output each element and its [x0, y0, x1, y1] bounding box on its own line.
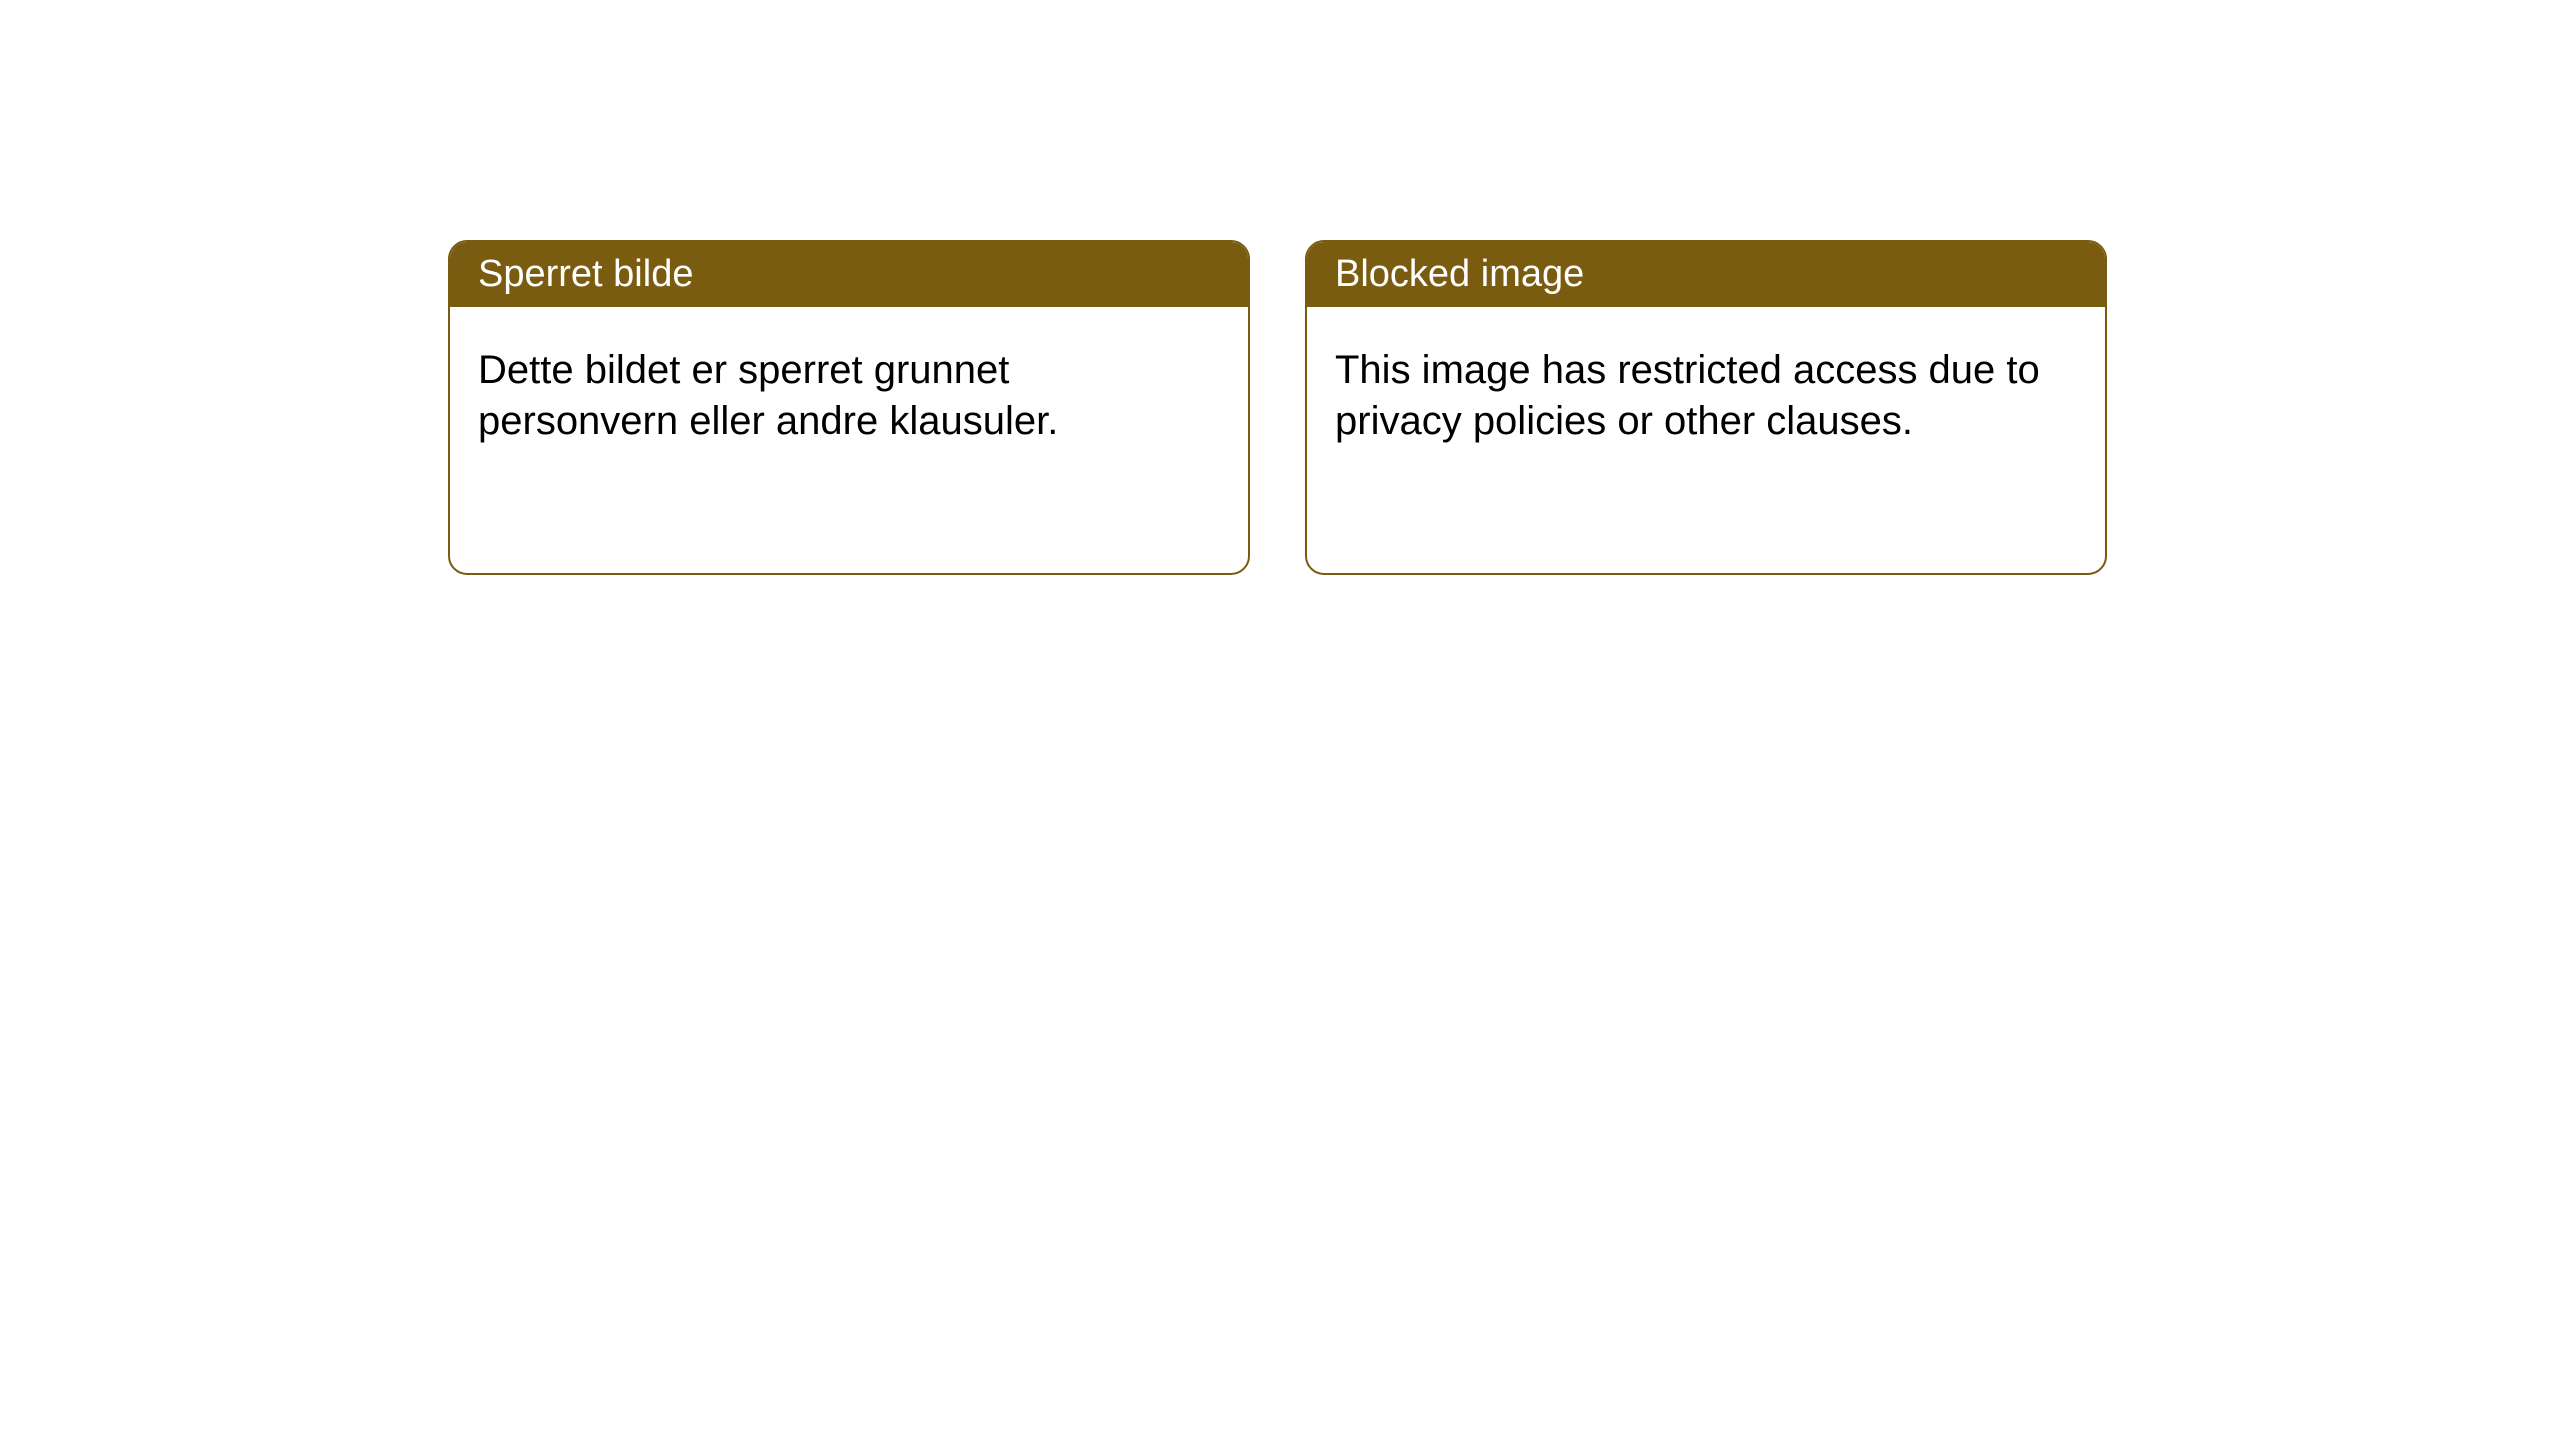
notice-header: Blocked image	[1307, 242, 2105, 307]
notice-header: Sperret bilde	[450, 242, 1248, 307]
notice-body: This image has restricted access due to …	[1307, 307, 2105, 485]
notice-card-norwegian: Sperret bilde Dette bildet er sperret gr…	[448, 240, 1250, 575]
notice-card-english: Blocked image This image has restricted …	[1305, 240, 2107, 575]
notice-title: Sperret bilde	[478, 253, 693, 295]
notice-body: Dette bildet er sperret grunnet personve…	[450, 307, 1248, 485]
notice-text: Dette bildet er sperret grunnet personve…	[478, 348, 1058, 443]
notice-text: This image has restricted access due to …	[1335, 348, 2040, 443]
notice-container: Sperret bilde Dette bildet er sperret gr…	[0, 0, 2560, 575]
notice-title: Blocked image	[1335, 253, 1584, 295]
